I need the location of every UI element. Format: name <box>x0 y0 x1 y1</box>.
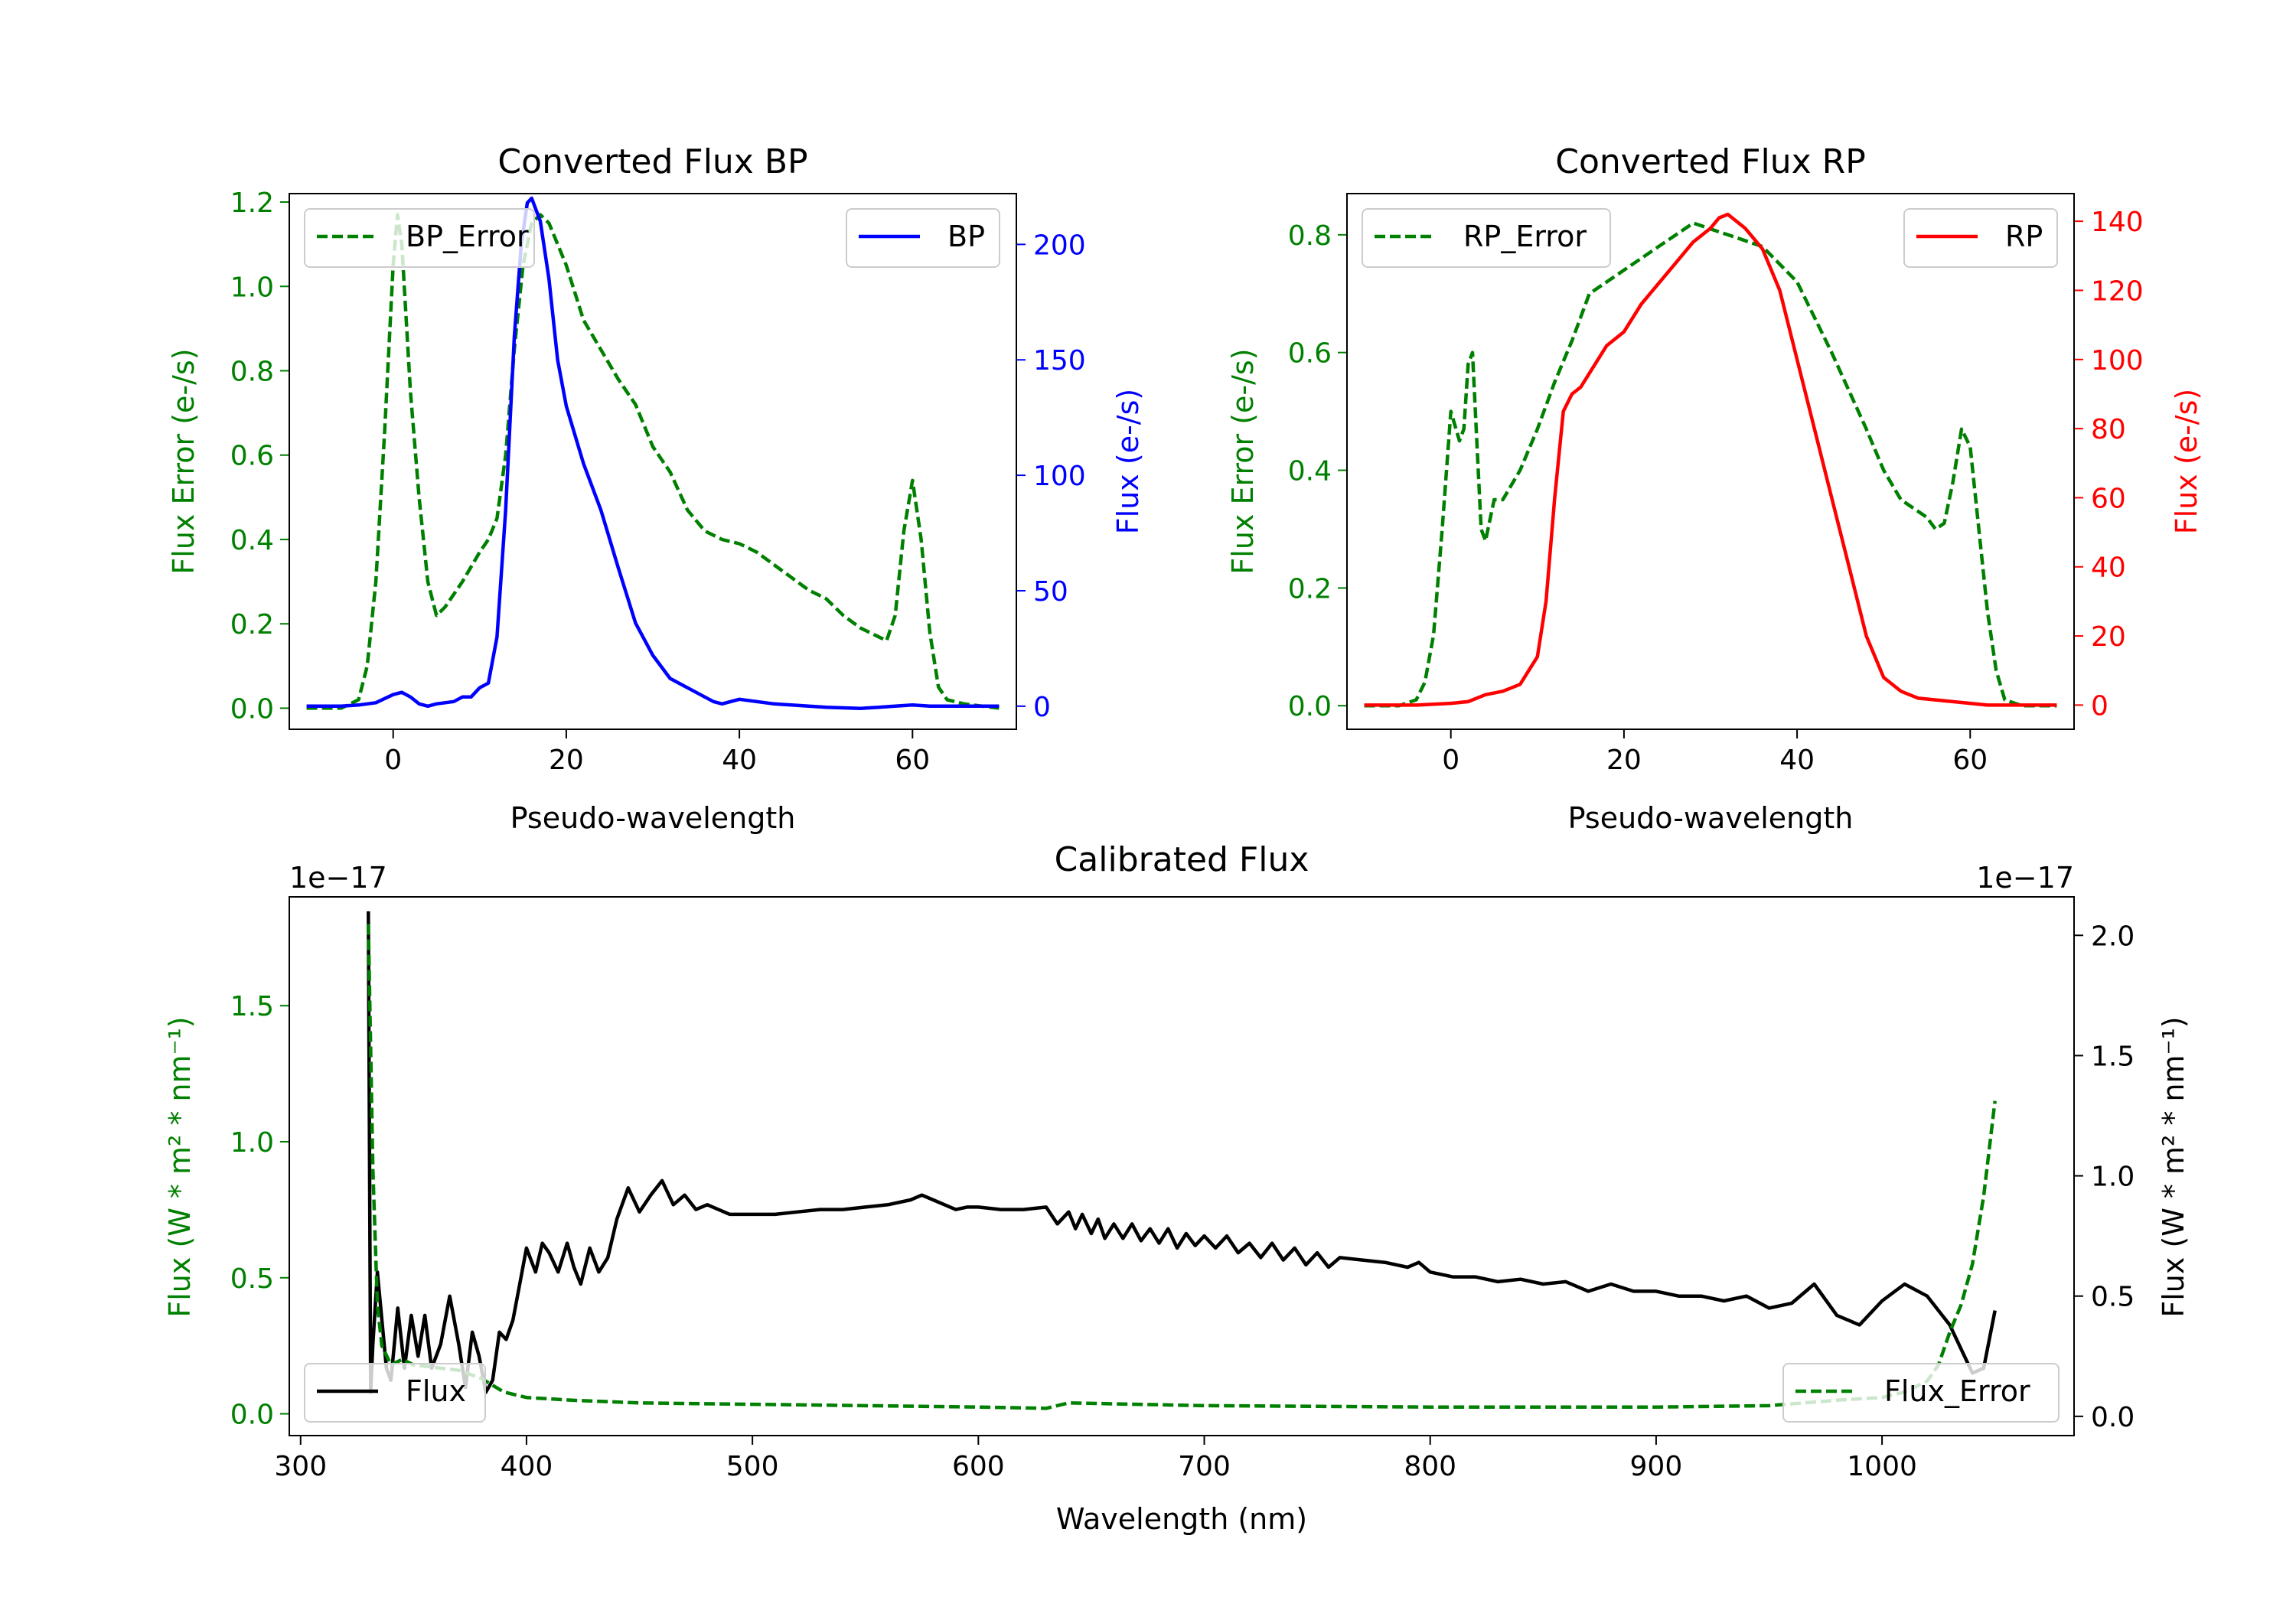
bp-ytick-left-label: 0.4 <box>230 525 274 556</box>
rp-ytick-left-label: 0.4 <box>1288 456 1332 487</box>
rp-title: Converted Flux RP <box>1555 142 1866 181</box>
cal-ytick-left-label: 0.5 <box>230 1263 274 1295</box>
cal-ytick-right-label: 0.5 <box>2091 1282 2135 1313</box>
cal-legend-left: Flux <box>304 1363 486 1423</box>
rp-ylabel-left: Flux Error (e-/s) <box>1226 348 1260 574</box>
rp-frame <box>1346 193 2075 730</box>
rp-series-rp-error <box>1364 221 2057 708</box>
rp-ticks: 0 20 40 60 0.0 0.2 0.4 0.6 0.8 0 20 40 60 80 100 120 140 <box>1288 207 2144 776</box>
bp-ytick-left-label: 0.0 <box>230 693 274 725</box>
cal-legend-right-label: Flux_Error <box>1884 1374 2030 1408</box>
cal-xtick-label: 900 <box>1630 1451 1683 1482</box>
bp-title: Converted Flux BP <box>497 142 807 181</box>
cal-ylabel-right: Flux (W * m² * nm⁻¹) <box>2157 1016 2190 1317</box>
rp-ytick-right-label: 0 <box>2091 690 2108 722</box>
rp-lines <box>1364 212 2057 708</box>
cal-xtick-label: 400 <box>501 1451 553 1482</box>
bp-xtick-label: 60 <box>895 745 930 776</box>
rp-legend-left-label: RP_Error <box>1463 220 1587 253</box>
bp-series-bp-error <box>306 213 1000 710</box>
cal-title: Calibrated Flux <box>1055 840 1309 879</box>
bp-legend-right-label: BP <box>947 220 985 253</box>
cal-legend-left-label: Flux <box>406 1374 466 1408</box>
rp-legend-left: RP_Error <box>1362 208 1611 268</box>
bp-xlabel: Pseudo-wavelength <box>510 801 796 835</box>
cal-ytick-left-label: 1.0 <box>230 1127 274 1159</box>
bp-frame <box>289 193 1017 730</box>
cal-frame <box>289 896 2075 1436</box>
rp-ytick-right-label: 20 <box>2091 621 2126 653</box>
cal-ytick-right-label: 2.0 <box>2091 921 2135 952</box>
cal-xtick-label: 300 <box>274 1451 327 1482</box>
bp-xtick-label: 40 <box>722 745 757 776</box>
cal-xtick-label: 700 <box>1178 1451 1231 1482</box>
rp-ytick-right-label: 60 <box>2091 483 2126 514</box>
cal-ytick-left-label: 1.5 <box>230 991 274 1022</box>
rp-xtick-label: 20 <box>1606 745 1642 776</box>
rp-ytick-left-label: 0.8 <box>1288 220 1332 252</box>
cal-xtick-label: 500 <box>726 1451 779 1482</box>
rp-xtick-label: 0 <box>1442 745 1459 776</box>
bp-panel: Converted Flux BP Pseudo-wavelength Flux… <box>167 142 1145 835</box>
rp-ytick-left-label: 0.2 <box>1288 573 1332 605</box>
cal-ytick-right-label: 1.5 <box>2091 1041 2135 1072</box>
cal-ticks: 300 400 500 600 700 800 900 1000 0.0 0.5 1.0 1.5 0.0… <box>230 921 2135 1482</box>
bp-legend-left-box <box>304 208 535 268</box>
rp-ytick-right-label: 120 <box>2091 275 2144 307</box>
rp-ytick-left-label: 0.0 <box>1288 691 1332 722</box>
bp-ytick-right-label: 150 <box>1033 345 1086 376</box>
rp-panel: Converted Flux RP Pseudo-wavelength Flux… <box>1226 142 2203 835</box>
rp-xtick-label: 60 <box>1952 745 1988 776</box>
cal-legend-right: Flux_Error <box>1782 1363 2060 1423</box>
bp-ticks: 0 20 40 60 0.0 0.2 0.4 0.6 0.8 1.0 1.2 0 50 100 150 200 <box>230 187 1086 776</box>
rp-ytick-right-label: 100 <box>2091 345 2144 376</box>
bp-ytick-right-label: 200 <box>1033 230 1086 261</box>
bp-ytick-right-label: 100 <box>1033 461 1086 492</box>
bp-lines <box>306 196 1000 711</box>
cal-ylabel-left: Flux (W * m² * nm⁻¹) <box>163 1016 197 1317</box>
cal-xlabel: Wavelength (nm) <box>1056 1502 1307 1536</box>
bp-ytick-right-label: 0 <box>1033 692 1051 723</box>
rp-ylabel-right: Flux (e-/s) <box>2170 389 2203 534</box>
rp-ytick-left-label: 0.6 <box>1288 338 1332 370</box>
rp-legend-right: RP <box>1903 208 2058 268</box>
rp-ytick-right-label: 40 <box>2091 553 2126 584</box>
bp-xtick-label: 20 <box>549 745 584 776</box>
bp-ytick-right-label: 50 <box>1033 576 1068 608</box>
bp-legend-right-box <box>846 208 1000 268</box>
bp-ytick-left-label: 1.2 <box>230 187 274 219</box>
rp-xtick-label: 40 <box>1779 745 1815 776</box>
bp-ytick-left-label: 0.6 <box>230 441 274 472</box>
cal-xtick-label: 1000 <box>1847 1451 1917 1482</box>
bp-series-bp <box>306 196 1000 711</box>
rp-xlabel: Pseudo-wavelength <box>1568 801 1854 835</box>
bp-legend-right: BP <box>846 208 1000 268</box>
cal-ytick-right-label: 1.0 <box>2091 1162 2135 1193</box>
cal-ytick-left-label: 0.0 <box>230 1400 274 1431</box>
cal-xtick-label: 800 <box>1404 1451 1456 1482</box>
rp-ytick-right-label: 80 <box>2091 414 2126 445</box>
cal-ytick-right-label: 0.0 <box>2091 1402 2135 1433</box>
cal-offset-right: 1e−17 <box>1976 861 2074 895</box>
cal-xtick-label: 600 <box>952 1451 1005 1482</box>
cal-offset-left: 1e−17 <box>289 861 387 895</box>
bp-ylabel-right: Flux (e-/s) <box>1111 389 1145 534</box>
bp-ytick-left-label: 0.8 <box>230 356 274 387</box>
bp-legend-left-label: BP_Error <box>406 220 529 253</box>
bp-ytick-left-label: 0.2 <box>230 609 274 641</box>
rp-series-rp <box>1364 212 2057 707</box>
rp-legend-right-label: RP <box>2005 220 2043 253</box>
rp-legend-right-box <box>1903 208 2058 268</box>
cal-legend-left-box <box>304 1363 486 1423</box>
cal-panel: Calibrated Flux Wavelength (nm) Flux (W … <box>163 840 2190 1536</box>
rp-ytick-right-label: 140 <box>2091 207 2144 238</box>
bp-ylabel-left: Flux Error (e-/s) <box>167 348 201 574</box>
rp-legend-left-box <box>1362 208 1611 268</box>
bp-xtick-label: 0 <box>384 745 402 776</box>
bp-legend-left: BP_Error <box>304 208 535 268</box>
cal-series-flux <box>367 911 1997 1394</box>
cal-legend-right-box <box>1782 1363 2060 1423</box>
bp-ytick-left-label: 1.0 <box>230 272 274 303</box>
